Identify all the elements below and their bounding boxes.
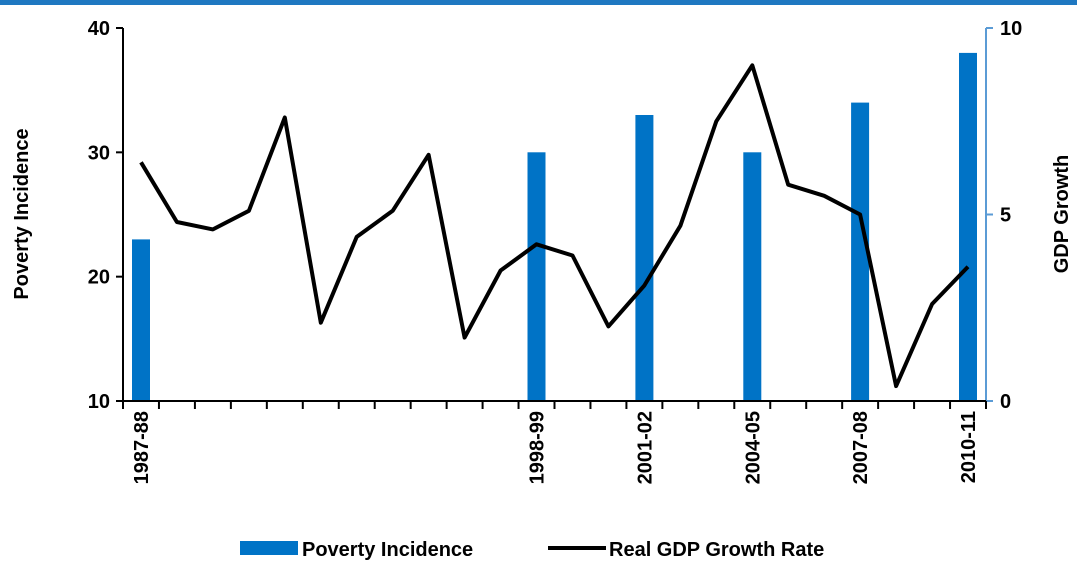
bars-layer — [132, 52, 977, 402]
y-axis-title-right: GDP Growth — [1051, 155, 1073, 274]
x-tick-label: 2010-11 — [958, 411, 980, 483]
legend-swatch-poverty — [240, 541, 298, 555]
top-rule — [0, 0, 1077, 5]
poverty-bar — [959, 52, 977, 402]
x-tick-label: 1987-88 — [131, 411, 153, 484]
y-axis-title-left: Poverty Incidence — [11, 128, 33, 299]
x-tick-label: 2001-02 — [634, 411, 656, 484]
poverty-bar — [635, 115, 654, 401]
y-tick-label-right: 10 — [1000, 18, 1022, 40]
poverty-bar — [851, 102, 870, 401]
y-tick-label-left: 30 — [88, 142, 110, 164]
y-tick-label-right: 0 — [1000, 391, 1011, 413]
poverty-bar — [527, 152, 546, 401]
x-tick-label: 2004-05 — [742, 411, 764, 484]
y-tick-label-left: 10 — [88, 391, 110, 413]
y-tick-label-left: 20 — [88, 267, 110, 289]
legend: Poverty Incidence Real GDP Growth Rate — [240, 539, 824, 561]
y-tick-label-right: 5 — [1000, 205, 1011, 227]
poverty-bar — [132, 239, 150, 401]
gdp-growth-line — [139, 63, 970, 389]
ticks-layer: 10 20 30 40 0 5 10 1987-88 1998-99 2001-02 2004-05… — [88, 18, 1023, 484]
x-tick-label: 1998-99 — [527, 411, 549, 484]
legend-label-poverty: Poverty Incidence — [302, 539, 473, 561]
y-tick-label-left: 40 — [88, 18, 110, 40]
legend-label-gdp: Real GDP Growth Rate — [609, 539, 824, 561]
poverty-bar — [743, 152, 762, 401]
line-layer — [139, 63, 970, 389]
x-tick-label: 2007-08 — [850, 411, 872, 484]
